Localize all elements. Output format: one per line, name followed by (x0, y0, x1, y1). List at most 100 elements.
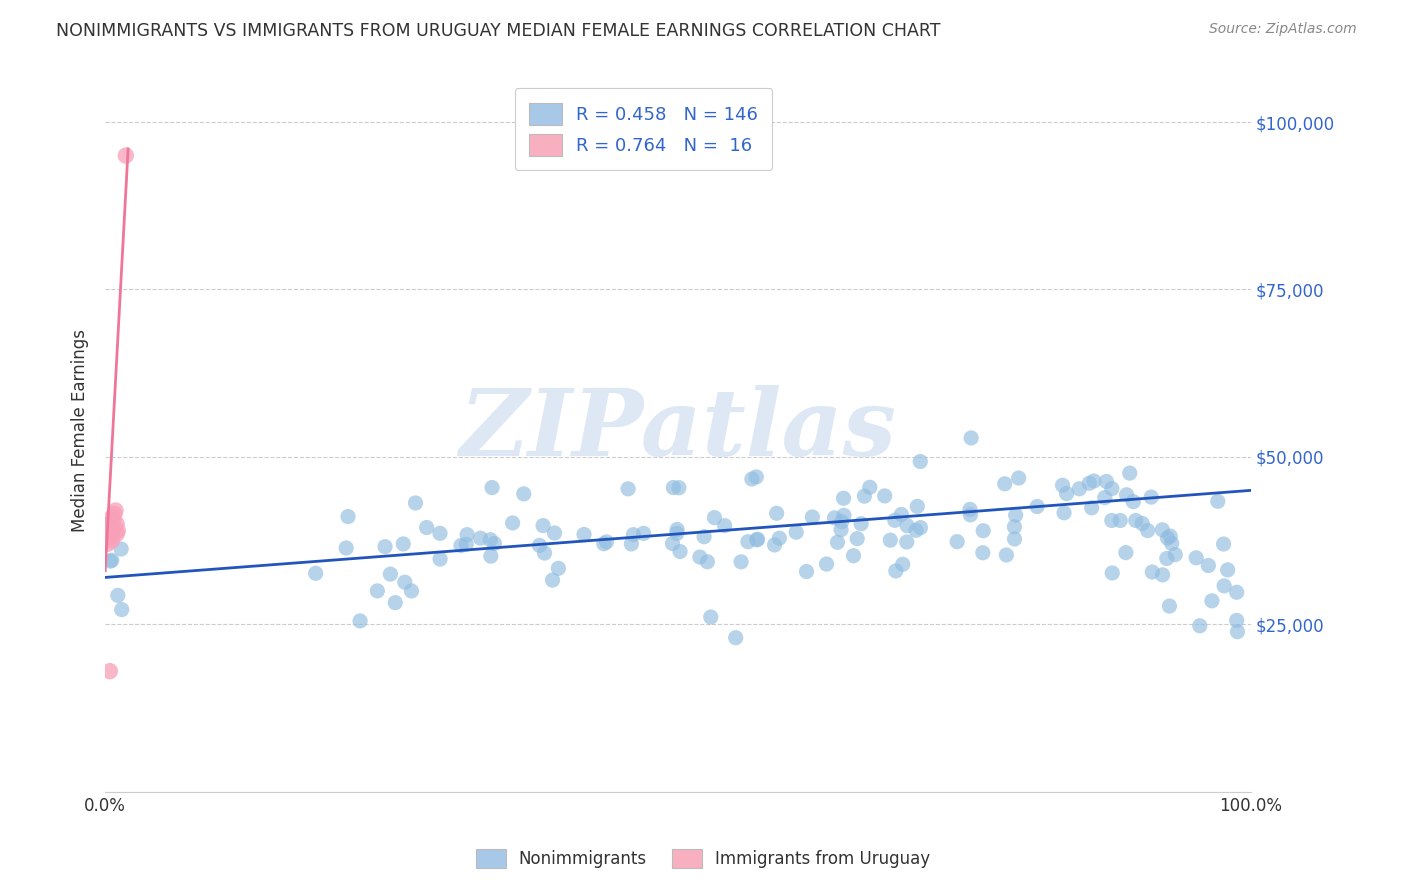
Point (1101, 513, 1123, 527)
Point (713, 518, 735, 533)
Point (896, 518, 918, 533)
Point (959, 508, 981, 522)
Point (450, 539, 472, 553)
Point (891, 558, 914, 572)
Point (531, 518, 554, 533)
Point (1008, 471, 1031, 485)
Point (831, 515, 853, 529)
Point (513, 487, 536, 501)
Point (668, 481, 690, 495)
Point (1052, 478, 1074, 492)
Point (910, 520, 932, 534)
Point (621, 527, 644, 541)
Point (595, 534, 617, 549)
Point (1101, 566, 1123, 580)
Point (1109, 514, 1132, 528)
Point (366, 583, 388, 598)
Point (1213, 579, 1236, 593)
Point (429, 552, 451, 566)
Point (572, 527, 595, 541)
Point (1140, 490, 1163, 504)
Point (1226, 613, 1249, 627)
Point (1142, 565, 1164, 579)
Legend: R = 0.458   N = 146, R = 0.764   N =  16: R = 0.458 N = 146, R = 0.764 N = 16 (515, 88, 772, 170)
Point (1216, 563, 1239, 577)
Point (884, 564, 907, 578)
Point (107, 588, 129, 602)
Y-axis label: Median Female Earnings: Median Female Earnings (72, 328, 89, 532)
Point (456, 537, 478, 551)
Point (392, 537, 415, 551)
Point (846, 532, 869, 546)
Point (689, 549, 711, 564)
Point (1164, 548, 1187, 562)
Point (105, 516, 128, 531)
Point (785, 525, 807, 540)
Point (1095, 475, 1118, 489)
Point (1026, 500, 1049, 514)
Text: NONIMMIGRANTS VS IMMIGRANTS FROM URUGUAY MEDIAN FEMALE EARNINGS CORRELATION CHAR: NONIMMIGRANTS VS IMMIGRANTS FROM URUGUAY… (56, 22, 941, 40)
Point (470, 531, 492, 545)
Point (1115, 488, 1137, 502)
Point (827, 535, 849, 549)
Point (661, 536, 683, 550)
Point (1056, 486, 1078, 500)
Point (543, 526, 565, 541)
Point (1002, 520, 1025, 534)
Point (479, 533, 502, 547)
Point (703, 510, 725, 524)
Text: ZIPatlas: ZIPatlas (460, 385, 897, 475)
Point (1152, 523, 1174, 537)
Point (98, 664, 121, 678)
Point (105, 527, 128, 541)
Point (592, 537, 614, 551)
Point (1201, 594, 1223, 608)
Point (305, 566, 328, 581)
Point (959, 502, 981, 516)
Point (533, 546, 555, 560)
Point (905, 500, 928, 514)
Point (747, 533, 769, 547)
Point (1101, 482, 1123, 496)
Point (662, 481, 685, 495)
Point (873, 489, 896, 503)
Point (853, 489, 876, 503)
Point (666, 523, 689, 537)
Point (1053, 506, 1076, 520)
Point (114, 148, 136, 162)
Point (1122, 494, 1144, 508)
Point (1188, 619, 1211, 633)
Point (620, 537, 643, 551)
Point (481, 481, 503, 495)
Point (1160, 536, 1182, 550)
Point (832, 491, 855, 506)
Point (896, 535, 918, 549)
Point (456, 527, 478, 541)
Point (1156, 531, 1178, 545)
Point (100, 554, 122, 568)
Point (429, 526, 451, 541)
Point (394, 575, 416, 590)
Text: Source: ZipAtlas.com: Source: ZipAtlas.com (1209, 22, 1357, 37)
Point (97, 527, 120, 541)
Point (101, 533, 124, 548)
Point (1080, 500, 1102, 515)
Point (696, 555, 718, 569)
Point (765, 506, 787, 520)
Point (737, 534, 759, 549)
Point (541, 573, 564, 587)
Point (380, 567, 402, 582)
Point (502, 516, 524, 530)
Point (730, 555, 752, 569)
Point (724, 631, 747, 645)
Point (1212, 537, 1234, 551)
Point (994, 476, 1017, 491)
Point (415, 520, 437, 534)
Point (335, 541, 357, 555)
Point (111, 602, 134, 616)
Point (633, 526, 655, 541)
Point (100, 530, 122, 544)
Point (1185, 550, 1208, 565)
Point (1004, 532, 1026, 546)
Point (910, 454, 932, 468)
